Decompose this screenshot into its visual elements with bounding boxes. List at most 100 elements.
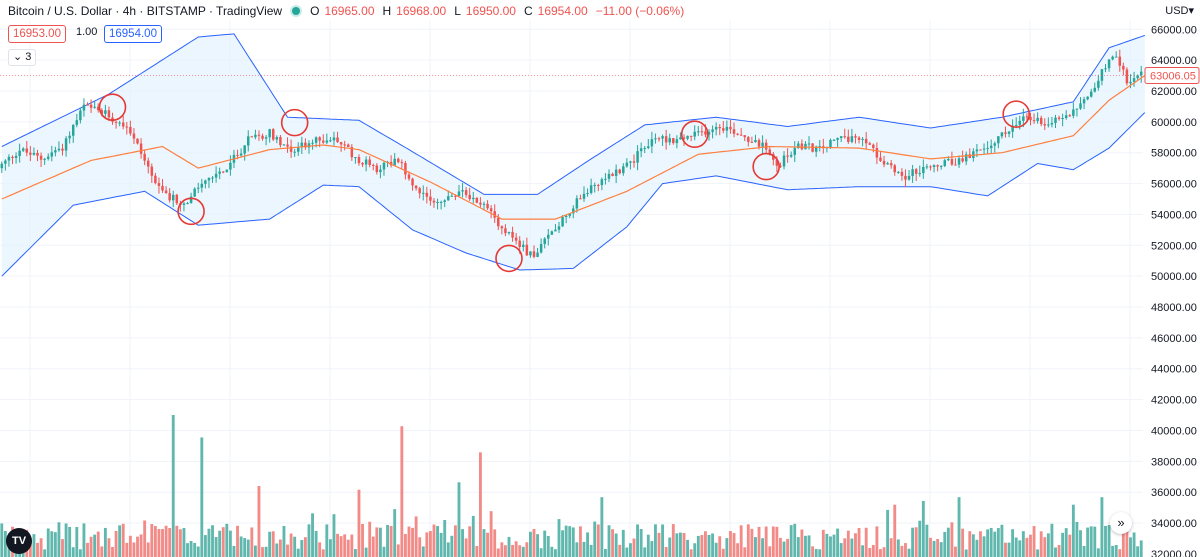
candle-body [525,244,529,256]
volume-bar [579,526,582,557]
candle-body [839,136,843,139]
candle-body [161,185,164,191]
volume-bar [528,531,532,557]
scroll-to-realtime-icon[interactable]: » [1110,512,1132,534]
candle-body [872,144,875,149]
volume-bar [739,525,743,557]
volume-bar [57,522,61,557]
currency-selector[interactable]: USD▾ [1165,5,1194,17]
candle-body [857,137,861,140]
candle-body [982,148,986,150]
highlight-circle-marker [177,197,205,226]
candle-body [1000,132,1004,137]
volume-bar [1129,537,1132,557]
volume-bar [32,534,36,557]
candle-body [543,238,546,244]
volume-bar [61,539,64,557]
candle-body [1097,80,1100,88]
candle-body [1057,117,1061,119]
candle-body [725,126,729,131]
volume-bar [589,544,593,557]
volume-bar [1079,530,1082,557]
candle-body [718,126,721,129]
volume-bar [361,523,364,557]
candle-body [182,203,186,205]
indicators-toggle-button[interactable]: ⌄ 3 [8,49,37,66]
volume-bar [904,543,907,557]
candle-body [436,201,439,203]
candle-body [954,164,957,166]
volume-bar [489,511,493,557]
volume-bar [432,524,436,557]
volume-bar [111,546,114,557]
volume-bar [336,533,339,557]
candle-body [207,177,211,181]
candle-body [411,178,414,186]
price-axis-tick: 38000.00 [1151,456,1197,468]
volume-bar [71,547,75,557]
volume-bar [114,530,118,557]
volume-bar [879,549,882,557]
candle-body [0,163,4,169]
volume-bar [475,545,479,557]
candle-body [489,208,493,212]
candle-body [154,175,157,184]
candle-body [422,192,425,194]
buy-price-button[interactable]: 16954.00 [104,25,162,43]
volume-bar [514,541,518,557]
candle-body [1079,103,1082,109]
candle-body [864,138,868,144]
volume-bar [771,526,775,557]
volume-bar [168,528,172,557]
volume-bar [836,528,840,557]
price-axis[interactable]: 66000.00 64000.00 62000.00 60000.00 58000.00… [1151,24,1197,557]
candle-body [304,142,307,148]
volume-bar [782,541,786,557]
volume-bar [296,548,300,557]
volume-bar [500,542,504,557]
price-axis-tick: 58000.00 [1151,148,1197,160]
candle-body [146,160,150,167]
candle-body [893,165,897,173]
volume-bar [757,526,761,557]
volume-bar [786,538,790,557]
volume-bar [907,548,911,557]
candle-body [950,158,954,165]
candle-body [150,166,154,176]
volume-bar [400,426,404,557]
volume-bar [368,521,372,557]
bollinger-basis-line [1,75,1146,220]
candle-body [32,152,36,155]
volume-bar [293,536,297,557]
volume-bar [1036,549,1040,557]
volume-bar [357,489,361,557]
candle-body [493,211,496,218]
candle-body [36,152,39,156]
volume-bar [957,497,961,557]
candle-body [593,184,596,186]
price-axis-tick: 56000.00 [1151,179,1197,191]
candle-body [918,173,922,175]
volume-bar [461,529,464,557]
volume-bar [321,549,325,557]
volume-bar [68,526,72,557]
change-value: −11.00 (−0.06%) [595,4,685,18]
candle-body [1007,131,1011,134]
sell-price-button[interactable]: 16953.00 [8,25,66,43]
candle-body [600,179,604,186]
volume-bar [775,526,779,557]
candle-body [729,126,732,130]
candle-body [522,244,525,248]
candle-body [786,155,789,157]
symbol-title[interactable]: Bitcoin / U.S. Dollar · 4h · BITSTAMP · … [8,4,283,18]
candle-body [932,165,936,168]
volume-bar [882,547,886,557]
volume-bar [189,541,193,557]
candle-body [1093,87,1097,92]
candle-body [393,158,396,166]
candle-body [282,144,286,146]
tradingview-logo-icon[interactable]: TV [6,528,32,554]
volume-bar [889,538,893,557]
candle-body [732,129,736,134]
